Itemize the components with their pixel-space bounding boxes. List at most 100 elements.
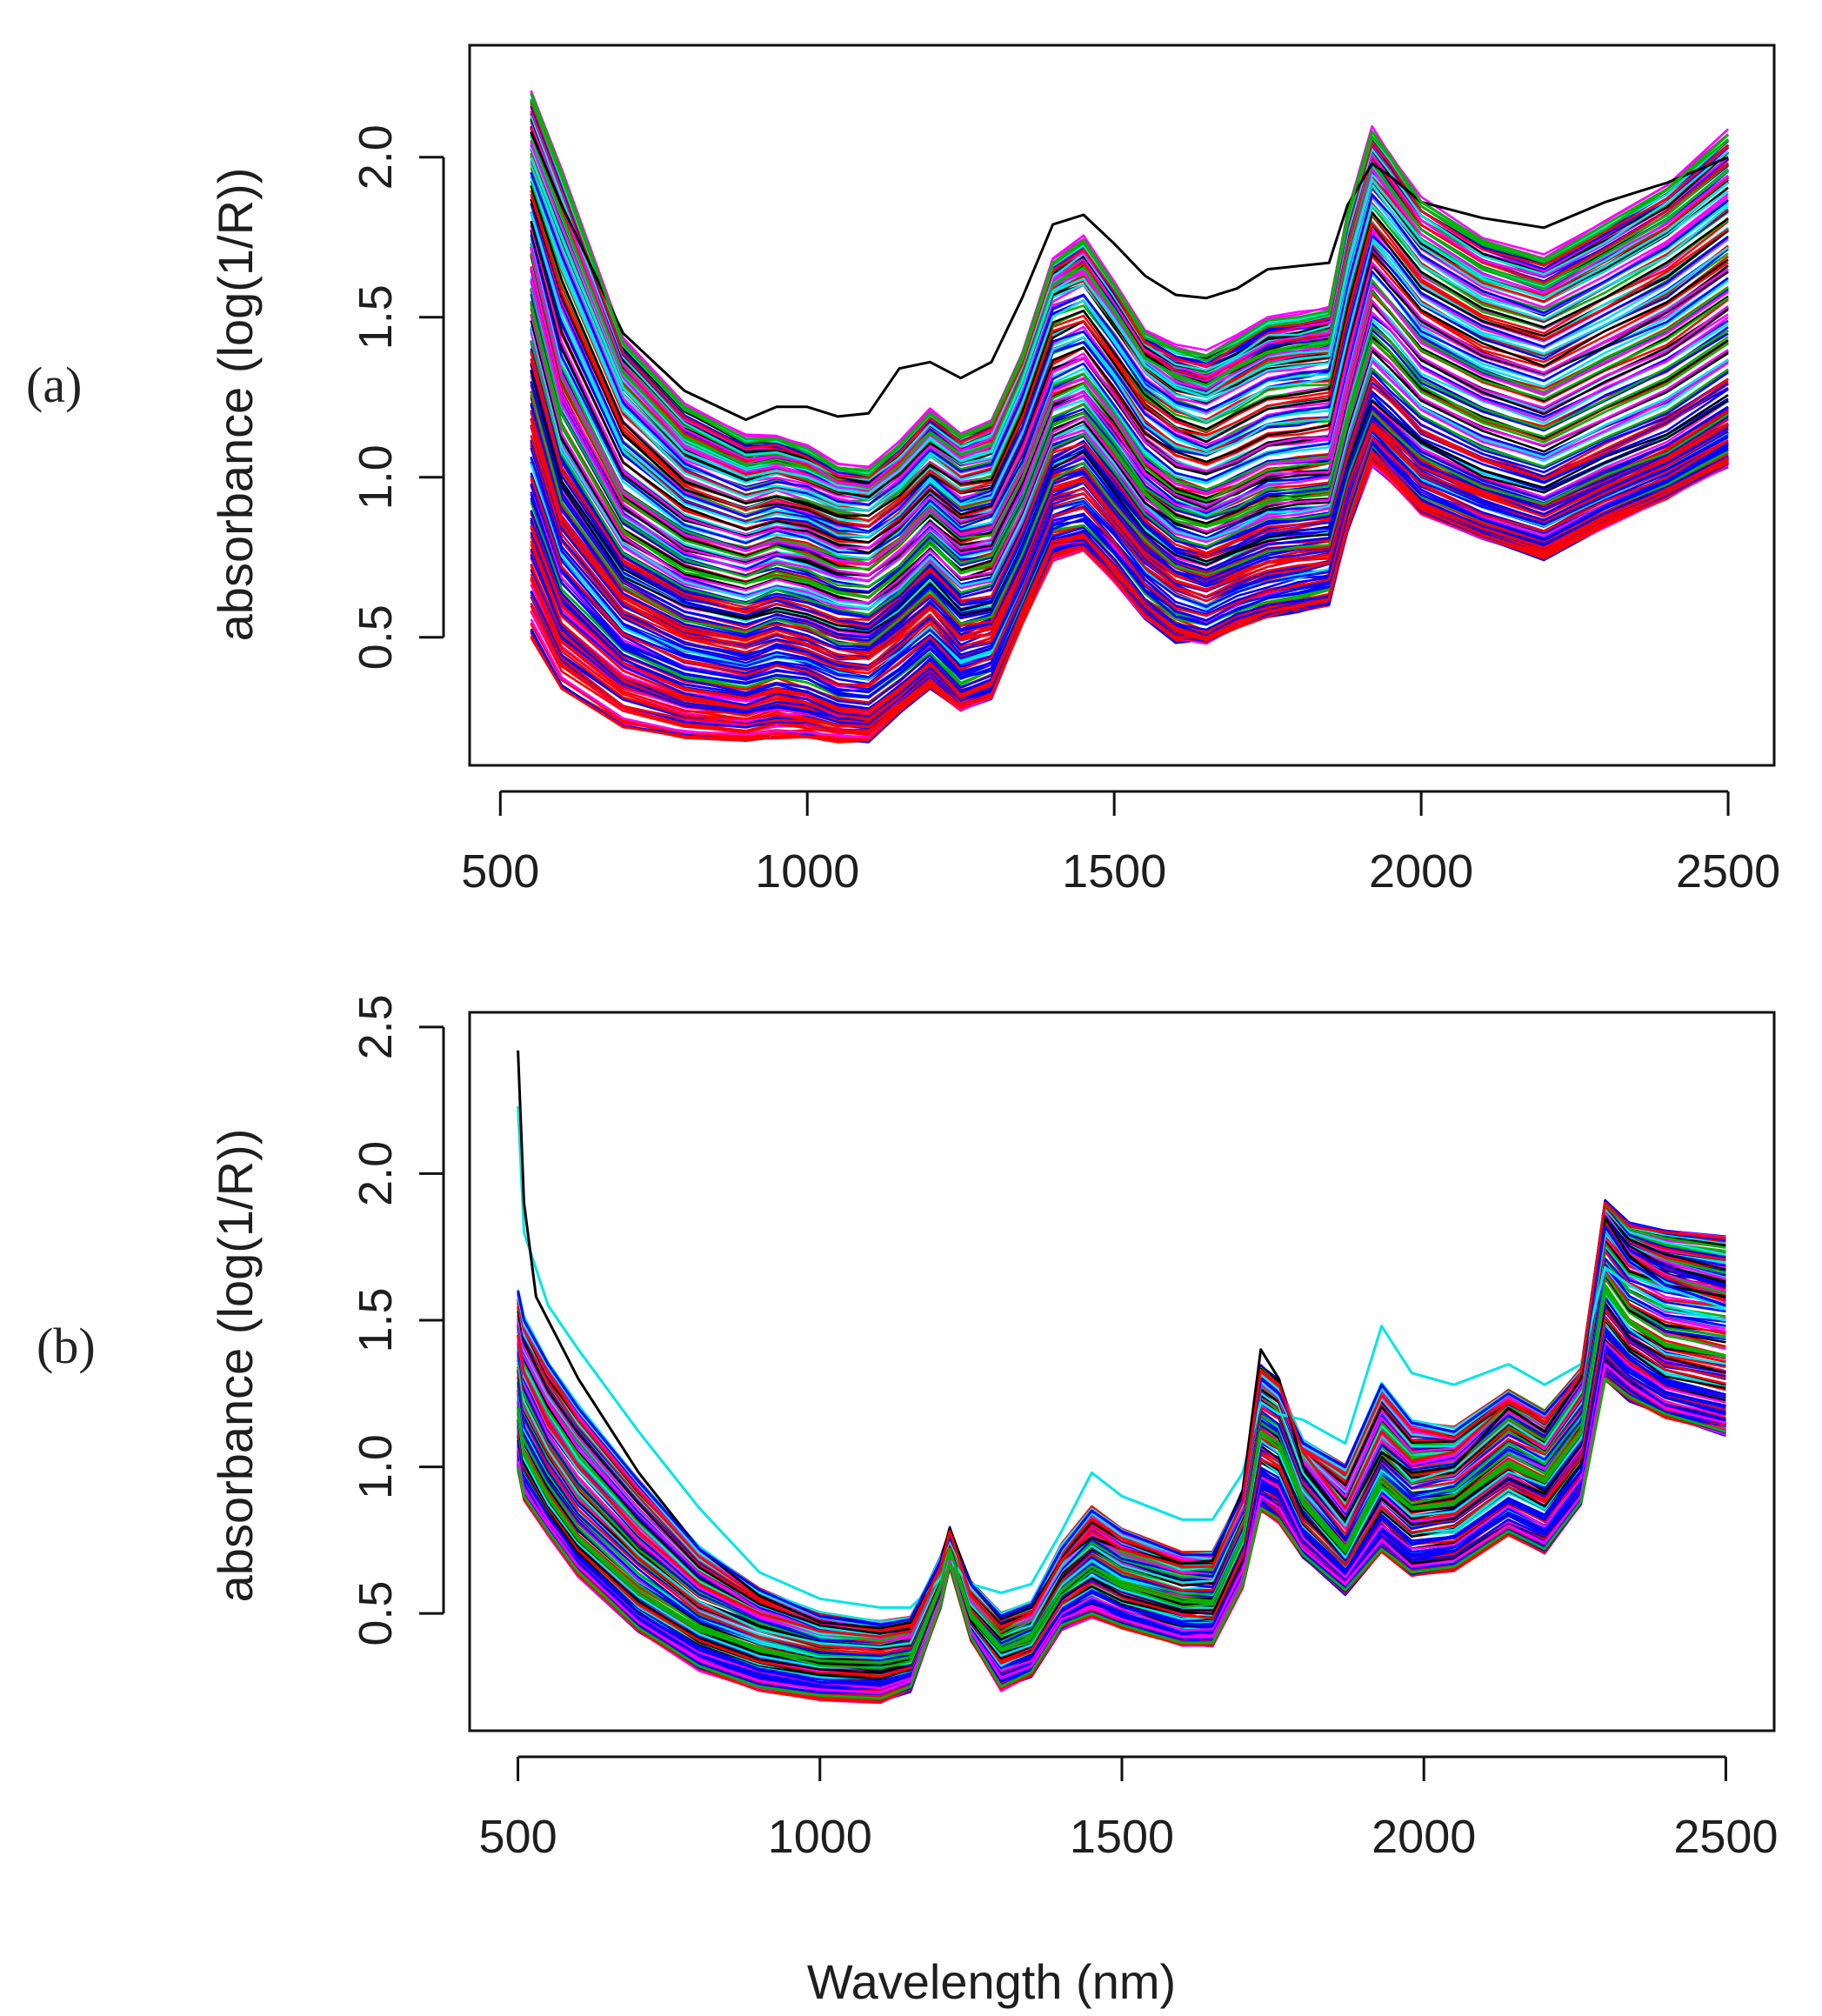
x-tick-label: 1000 [768,1811,872,1863]
y-tick-label: 2.5 [350,994,402,1059]
spectrum-line [530,243,1729,565]
panel-a-plot-frame [468,43,1776,767]
x-tick-label: 2500 [1673,1811,1778,1863]
y-tick-label: 1.0 [350,1434,402,1499]
y-tick-label: 2.0 [350,1141,402,1206]
spectrum-line [530,431,1729,679]
spectrum-line-max-outlier [530,130,1729,422]
spectrum-line-cyan-outlier [517,1105,1726,1609]
spectrum-line [517,1220,1726,1644]
panel-a: (a) absorbance (log(1/R)) 500 1000 1500 200… [26,43,1780,898]
spectrum-line [530,351,1729,621]
spectrum-line-min [530,459,1729,742]
spectrum-line [530,203,1729,533]
spectrum-line-upper-mid [530,157,1730,495]
spectrum-line [517,1286,1726,1670]
spectrum-line [530,339,1729,616]
spectrum-line [530,221,1729,544]
spectrum-line [530,447,1729,706]
spectrum-line [517,1250,1726,1655]
spectrum-line [530,198,1729,528]
spectrum-line-low [530,450,1729,712]
spectrum-line [530,176,1729,511]
spectrum-line [530,424,1729,669]
panel-a-y-axis-title: absorbance (log(1/R)) [208,168,263,642]
x-tick-label: 2000 [1369,845,1473,898]
spectrum-line [517,1232,1726,1649]
spectrum-line [530,121,1729,487]
spectrum-line [530,172,1729,506]
spectrum-line [517,1341,1726,1690]
x-tick-label: 2000 [1372,1811,1476,1863]
spectrum-line [530,265,1729,577]
spectrum-line [530,278,1729,582]
spectrum-line [530,410,1729,658]
spectrum-line [530,454,1729,716]
spectrum-line [530,300,1729,598]
spectrum-line [530,115,1729,481]
x-tick-label: 2500 [1676,845,1780,898]
spectrum-line [530,225,1729,549]
spectrum-line [530,313,1729,604]
spectrum-line [530,211,1729,538]
spectrum-line [530,234,1729,555]
spectrum-line [530,102,1729,479]
spectrum-line-lower-mid [530,381,1729,639]
spectrum-line [517,1224,1726,1646]
spectrum-line [517,1365,1726,1695]
spectrum-line [530,436,1729,687]
spectrum-line [530,305,1729,598]
spectrum-line-mid-band [517,1284,1726,1665]
spectrum-line [530,252,1729,571]
panel-a-label: (a) [26,357,82,413]
spectrum-line-lower-band [517,1363,1726,1694]
spectrum-line [530,143,1729,491]
panel-a-axes: 500 1000 1500 2000 2500 0.5 1.0 1.5 2.0 [350,43,1780,898]
spectrum-line [530,194,1729,527]
spectrum-line [530,203,1729,533]
x-tick-label: 1500 [1062,845,1166,898]
panel-b-label: (b) [37,1318,96,1374]
y-tick-label: 1.0 [350,444,402,510]
spectrum-line [530,282,1729,583]
spectrum-line [530,439,1729,694]
y-tick-label: 1.5 [350,284,402,350]
y-tick-label: 2.0 [350,124,402,190]
spectrum-line [530,134,1729,490]
spectrum-line [517,1340,1726,1690]
panel-a-series-body [530,90,1730,744]
x-tick-label: 500 [461,845,539,898]
panel-b: (b) absorbance (log(1/R)) 500 1000 1500 200… [37,994,1779,1863]
spectrum-line-blue-upper [517,1225,1726,1627]
spectrum-line [530,404,1729,651]
spectrum-line-upper-band [517,1201,1726,1639]
spectrum-line [517,1326,1726,1683]
spectrum-line-upper [530,92,1730,472]
spectrum-line-min [517,1377,1726,1700]
spectrum-line [530,185,1729,517]
spectrum-line [530,211,1729,538]
spectrum-line [530,325,1729,610]
spectrum-line [517,1292,1726,1669]
panel-b-y-axis-title: absorbance (log(1/R)) [208,1129,263,1603]
y-tick-label: 0.5 [350,604,402,670]
y-tick-label: 1.5 [350,1287,402,1352]
x-tick-label: 1000 [755,845,859,898]
panel-b-plot-frame [468,1011,1776,1732]
panel-b-series-body [517,1050,1726,1705]
x-tick-label: 500 [479,1811,557,1863]
spectrum-line [530,341,1729,617]
spectrum-line-middle [530,246,1729,565]
spectrum-line [530,442,1729,699]
panel-b-series-group [517,1050,1726,1705]
x-tick-label: 1500 [1070,1811,1174,1863]
spectrum-line [517,1302,1726,1674]
spectrum-line [517,1257,1726,1657]
spectrum-line [530,90,1729,469]
spectrum-line [530,171,1729,506]
spectrum-line [530,391,1729,645]
y-tick-label: 0.5 [350,1581,402,1646]
x-axis-title: Wavelength (nm) [807,1954,1176,2009]
spectrum-line [530,293,1729,593]
